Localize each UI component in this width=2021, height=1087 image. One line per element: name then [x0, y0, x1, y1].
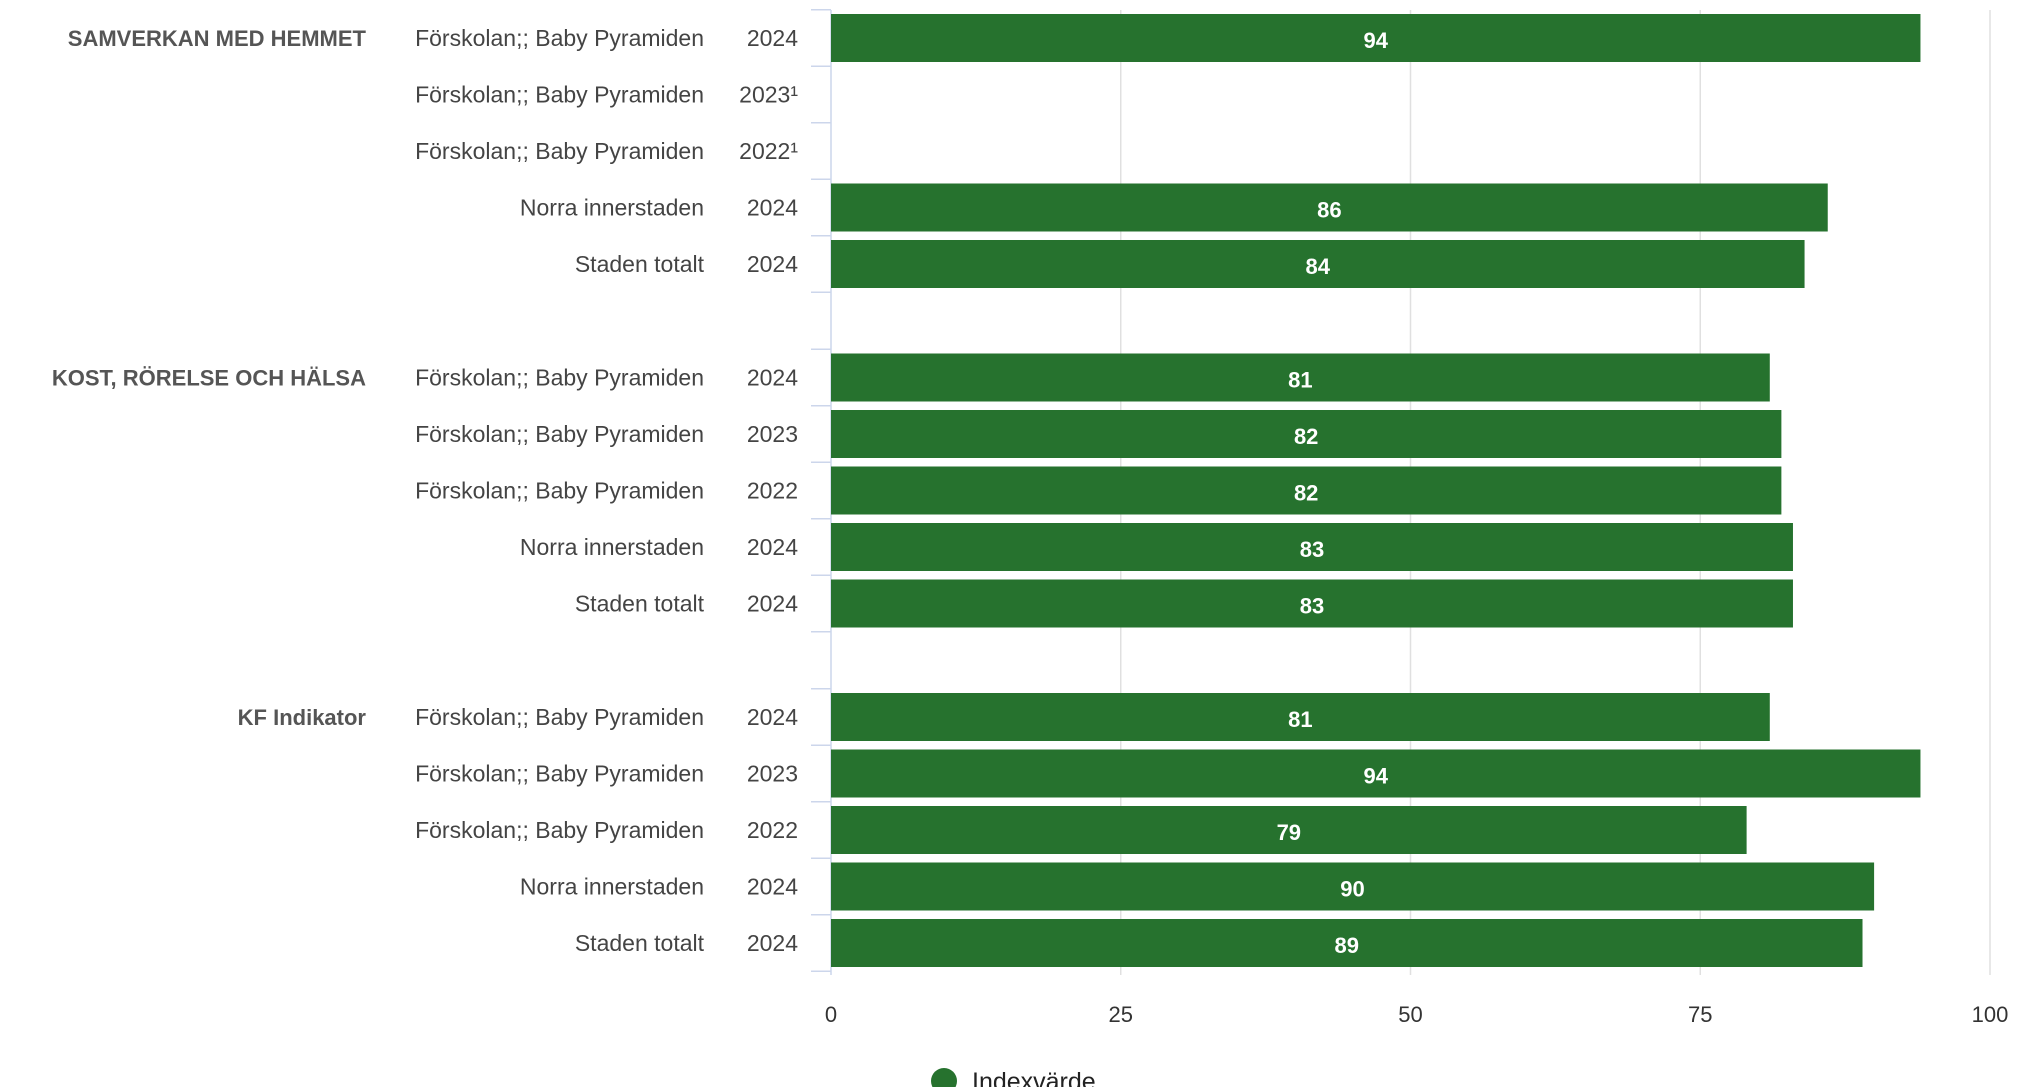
row-category-label: Staden totalt — [575, 930, 705, 956]
row-year-label: 2024 — [747, 704, 798, 730]
x-tick-label: 75 — [1688, 1002, 1712, 1027]
row-year-label: 2024 — [747, 534, 798, 560]
bar — [831, 749, 1921, 798]
bar — [831, 523, 1793, 571]
row-category-label: Förskolan;; Baby Pyramiden — [415, 25, 704, 51]
bar — [831, 353, 1770, 402]
row-year-label: 2024 — [747, 195, 798, 221]
bar — [831, 919, 1863, 967]
bar — [831, 14, 1921, 62]
group-label: KF Indikator — [238, 705, 367, 730]
row-year-label: 2024 — [747, 365, 798, 391]
row-year-label: 2024 — [747, 251, 798, 277]
legend-marker — [931, 1068, 957, 1087]
row-year-label: 2024 — [747, 25, 798, 51]
row-category-label: Norra innerstaden — [520, 874, 704, 900]
bar-value-label: 94 — [1363, 764, 1388, 789]
row-category-label: Förskolan;; Baby Pyramiden — [415, 817, 704, 843]
x-tick-label: 25 — [1109, 1002, 1133, 1027]
row-category-label: Förskolan;; Baby Pyramiden — [415, 365, 704, 391]
bar-value-label: 86 — [1317, 198, 1341, 223]
legend[interactable]: Indexvärde — [931, 1068, 1096, 1087]
bar-value-label: 90 — [1340, 877, 1364, 902]
bar — [831, 240, 1805, 288]
axis — [811, 9, 832, 975]
row-category-label: Förskolan;; Baby Pyramiden — [415, 82, 704, 108]
bar-value-label: 79 — [1277, 820, 1301, 845]
bar-value-label: 83 — [1300, 594, 1324, 619]
bar — [831, 183, 1828, 232]
x-tick-label: 0 — [825, 1002, 837, 1027]
x-tick-label: 100 — [1972, 1002, 2009, 1027]
group-label: KOST, RÖRELSE OCH HÄLSA — [52, 366, 366, 391]
bar-value-label: 83 — [1300, 537, 1324, 562]
bars: 94 86 84 81 82 82 83 83 81 94 79 90 89 — [831, 14, 1921, 967]
row-year-label: 2024 — [747, 930, 798, 956]
bar-value-label: 84 — [1306, 254, 1331, 279]
bar-value-label: 81 — [1288, 368, 1312, 393]
row-category-label: Förskolan;; Baby Pyramiden — [415, 478, 704, 504]
row-year-label: 2023 — [747, 761, 798, 787]
row-category-label: Staden totalt — [575, 591, 705, 617]
row-category-label: Staden totalt — [575, 251, 705, 277]
bar — [831, 466, 1782, 515]
group-label: SAMVERKAN MED HEMMET — [68, 26, 367, 51]
bar-value-label: 89 — [1335, 933, 1359, 958]
row-category-label: Norra innerstaden — [520, 195, 704, 221]
bar-value-label: 94 — [1363, 28, 1388, 53]
row-year-label: 2022 — [747, 478, 798, 504]
row-year-label: 2024 — [747, 874, 798, 900]
bar-value-label: 82 — [1294, 481, 1318, 506]
row-category-label: Förskolan;; Baby Pyramiden — [415, 138, 704, 164]
row-year-label: 2024 — [747, 591, 798, 617]
bar — [831, 862, 1875, 911]
legend-label[interactable]: Indexvärde — [972, 1068, 1096, 1087]
row-year-label: 2023 — [747, 421, 798, 447]
row-category-label: Förskolan;; Baby Pyramiden — [415, 761, 704, 787]
row-category-label: Norra innerstaden — [520, 534, 704, 560]
row-year-label: 2023¹ — [739, 82, 798, 108]
bar — [831, 579, 1793, 628]
row-year-label: 2022¹ — [739, 138, 798, 164]
bar-value-label: 81 — [1288, 707, 1312, 732]
bar — [831, 693, 1770, 741]
bar — [831, 410, 1782, 458]
x-tick-label: 50 — [1398, 1002, 1422, 1027]
category-labels: SAMVERKAN MED HEMMET Förskolan;; Baby Pyr… — [52, 25, 798, 956]
bar — [831, 806, 1747, 854]
bar-value-label: 82 — [1294, 424, 1318, 449]
row-category-label: Förskolan;; Baby Pyramiden — [415, 421, 704, 447]
row-year-label: 2022 — [747, 817, 798, 843]
row-category-label: Förskolan;; Baby Pyramiden — [415, 704, 704, 730]
x-axis-ticks: 0 25 50 75 100 — [825, 1002, 2008, 1027]
